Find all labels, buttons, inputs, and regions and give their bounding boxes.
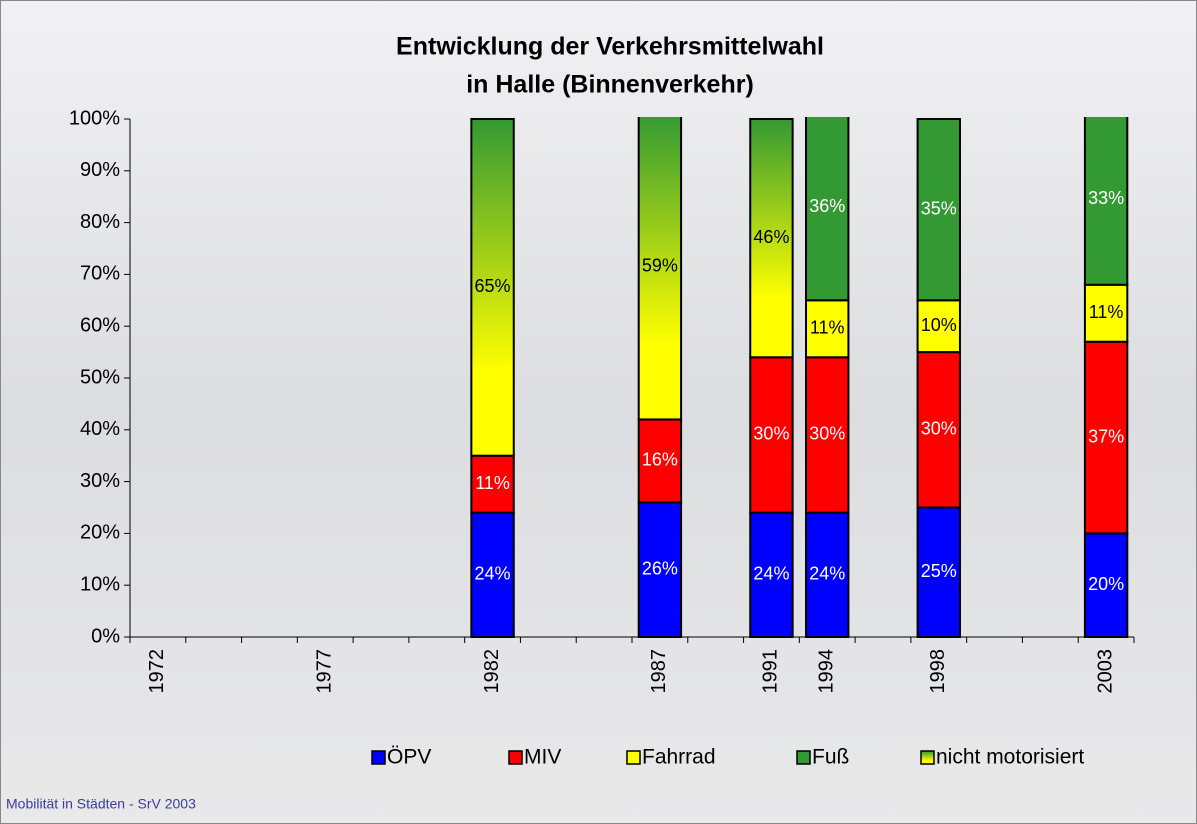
legend-swatch [920, 750, 935, 765]
data-label: 59% [642, 255, 678, 275]
y-tick-label: 50% [80, 366, 120, 388]
legend-label: nicht motorisiert [936, 746, 1084, 769]
y-tick-label: 90% [80, 159, 120, 181]
data-label: 65% [475, 276, 511, 296]
data-label: 11% [1089, 302, 1124, 322]
bar-segment [749, 511, 794, 638]
bar-segment [916, 506, 961, 638]
bar-segment [470, 454, 515, 514]
bar-segment [805, 356, 850, 514]
bar-segment [805, 117, 850, 302]
y-tick-label: 10% [80, 573, 120, 595]
data-label: 25% [921, 561, 957, 581]
data-label: 30% [921, 419, 957, 439]
data-label: 30% [753, 424, 789, 444]
data-label: 24% [809, 564, 845, 584]
chart-title: in Halle (Binnenverkehr) [466, 71, 754, 99]
data-label: 30% [809, 424, 845, 444]
bar-segment [1083, 340, 1129, 535]
x-tick-label: 1982 [481, 649, 503, 694]
data-label: 35% [921, 198, 957, 218]
y-tick-label: 100% [69, 107, 120, 129]
bar-segment [749, 118, 794, 359]
x-tick-label: 1991 [760, 649, 782, 694]
y-tick-label: 40% [80, 418, 120, 440]
legend-swatch [796, 750, 811, 765]
bar-segment [470, 118, 515, 457]
y-tick-label: 30% [80, 470, 120, 492]
x-tick-label: 1998 [927, 649, 949, 694]
bar-segment [637, 117, 683, 421]
bar-segment [749, 356, 794, 514]
bars [470, 117, 1129, 639]
x-tick-label: 2003 [1094, 649, 1116, 694]
bar-segment [805, 299, 850, 359]
data-label: 33% [1088, 188, 1124, 208]
data-label: 46% [753, 227, 789, 247]
bar-segment [916, 118, 961, 302]
chart-title: Entwicklung der Verkehrsmittelwahl [396, 33, 824, 61]
data-label: 10% [921, 315, 957, 335]
y-tick-label: 70% [80, 263, 120, 285]
data-label: 24% [753, 564, 789, 584]
x-tick-label: 1972 [146, 649, 168, 694]
data-label: 16% [642, 450, 678, 470]
bar-segment [1083, 283, 1129, 343]
data-label: 36% [809, 196, 845, 216]
data-label: 11% [475, 473, 510, 493]
data-label: 24% [475, 564, 511, 584]
x-tick-label: 1987 [648, 649, 670, 694]
bar-segment [916, 299, 961, 354]
legend-swatch [371, 750, 386, 765]
bar-segment [805, 511, 850, 638]
data-label: 26% [642, 558, 678, 578]
legend-label: MIV [524, 746, 561, 769]
y-tick-label: 20% [80, 522, 120, 544]
y-tick-label: 0% [91, 625, 120, 647]
x-tick-label: 1994 [816, 649, 838, 694]
data-label: 20% [1088, 574, 1124, 594]
x-tick-label: 1977 [314, 649, 336, 694]
footer: Mobilität in Städten - SrV 2003 [6, 796, 196, 812]
data-label: 37% [1088, 426, 1124, 446]
y-tick-label: 60% [80, 314, 120, 336]
data-label: 11% [810, 318, 845, 338]
legend-label: Fuß [812, 746, 849, 769]
bar-segment [637, 418, 683, 504]
bar-segment [1083, 117, 1129, 286]
legend-label: ÖPV [387, 746, 431, 769]
legend-swatch [626, 750, 641, 765]
legend-swatch [508, 750, 523, 765]
legend-label: Fahrrad [642, 746, 716, 769]
y-tick-label: 80% [80, 211, 120, 233]
bar-segment [916, 351, 961, 509]
bar-segment [1083, 532, 1129, 639]
